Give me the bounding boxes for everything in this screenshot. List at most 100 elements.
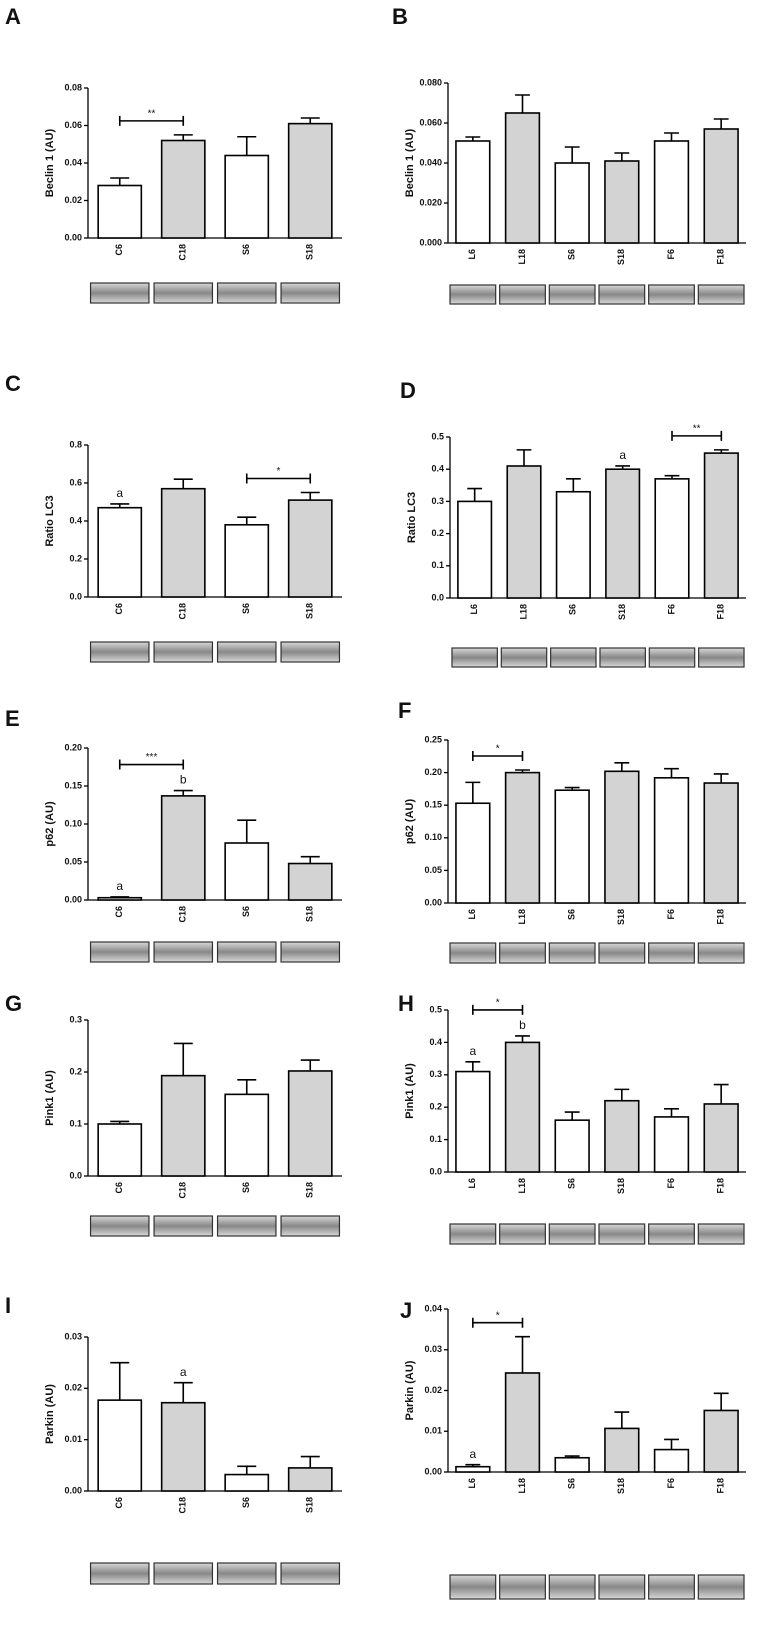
error-bar xyxy=(237,819,257,843)
x-tick-label: S18 xyxy=(305,603,315,619)
y-axis-label: p62 (AU) xyxy=(44,801,56,847)
bar xyxy=(604,1099,640,1173)
x-tick-label: F18 xyxy=(716,1178,726,1194)
significance-letter: a xyxy=(116,486,123,500)
x-tick-label: S6 xyxy=(567,249,577,260)
y-tick-label: 0.2 xyxy=(69,553,82,563)
bar xyxy=(506,465,542,599)
error-bar xyxy=(615,465,631,470)
significance-bracket xyxy=(472,1004,524,1015)
x-tick-label: F6 xyxy=(666,249,676,260)
y-axis-label: Beclin 1 (AU) xyxy=(404,128,416,197)
significance-bracket xyxy=(245,473,312,484)
error-bar xyxy=(110,503,130,508)
x-tick-label: L18 xyxy=(517,909,527,925)
x-tick-label: C6 xyxy=(114,1182,124,1194)
x-tick-label: F6 xyxy=(666,604,676,615)
blot-strip xyxy=(648,647,696,668)
error-bar xyxy=(713,118,729,129)
x-tick-label: C6 xyxy=(114,603,124,615)
error-bar xyxy=(173,478,193,489)
error-bar xyxy=(614,1411,630,1429)
blot-strip xyxy=(449,1574,497,1600)
blot-strip xyxy=(550,647,597,668)
y-tick-label: 0.05 xyxy=(64,856,82,866)
error-bar xyxy=(300,1455,320,1468)
significance-label: ** xyxy=(693,424,701,435)
error-bar xyxy=(110,1361,130,1401)
bar xyxy=(554,1119,590,1173)
x-tick-label: L6 xyxy=(467,1178,477,1189)
x-tick-label: S18 xyxy=(305,906,315,922)
significance-label: ** xyxy=(148,109,156,120)
blot-strip xyxy=(499,1574,546,1600)
blot-strip xyxy=(548,284,596,305)
blot-strip xyxy=(697,1574,745,1600)
blot-strip xyxy=(499,942,546,964)
error-bar xyxy=(664,1438,679,1450)
significance-bracket xyxy=(671,430,723,441)
x-tick-label: L6 xyxy=(467,1478,477,1489)
significance-label: * xyxy=(496,744,500,755)
error-bar xyxy=(300,117,320,124)
x-tick-label: S18 xyxy=(616,1178,626,1194)
error-bar xyxy=(300,491,320,501)
bar xyxy=(224,523,270,598)
y-tick-label: 0.03 xyxy=(424,1344,442,1354)
significance-bracket xyxy=(472,750,524,761)
x-tick-label: S6 xyxy=(567,909,577,920)
panel-label: G xyxy=(5,991,22,1016)
blot-strip xyxy=(89,282,150,304)
error-bar xyxy=(237,1465,257,1475)
error-bar xyxy=(237,516,257,525)
y-tick-label: 0.01 xyxy=(64,1434,82,1444)
x-tick-label: F6 xyxy=(666,909,676,920)
blot-strip xyxy=(648,942,695,964)
error-bar xyxy=(515,94,530,113)
significance-label: *** xyxy=(146,752,158,763)
blot-strip xyxy=(548,1574,596,1600)
bar xyxy=(455,140,491,244)
bar xyxy=(504,1372,541,1473)
error-bar xyxy=(565,478,581,492)
x-tick-label: L18 xyxy=(517,249,527,265)
x-tick-label: C18 xyxy=(178,906,188,923)
bar xyxy=(97,896,143,901)
bar xyxy=(504,112,541,244)
y-tick-label: 0.15 xyxy=(424,800,442,810)
bar xyxy=(605,468,641,599)
bar xyxy=(160,1074,206,1177)
y-tick-label: 0.25 xyxy=(424,734,442,744)
x-tick-label: S18 xyxy=(616,1478,626,1494)
error-bar xyxy=(515,1035,530,1043)
y-axis-label: Beclin 1 (AU) xyxy=(44,128,56,197)
error-bar xyxy=(713,449,729,454)
y-tick-label: 0.00 xyxy=(424,897,442,907)
error-bar xyxy=(713,1392,729,1411)
blot-strip xyxy=(697,284,745,305)
blot-strip xyxy=(697,1223,745,1245)
error-bar xyxy=(516,449,532,466)
error-bar xyxy=(467,487,483,502)
error-bar xyxy=(110,177,130,186)
bar xyxy=(455,1465,491,1473)
error-bar xyxy=(664,1108,679,1117)
y-tick-label: 0.08 xyxy=(64,82,82,92)
error-bar xyxy=(465,1463,481,1467)
blot-strip xyxy=(216,1215,277,1237)
error-bar xyxy=(515,769,530,773)
error-bar xyxy=(173,134,193,141)
bar xyxy=(604,1427,640,1473)
blot-strip xyxy=(449,1223,497,1245)
x-tick-label: S6 xyxy=(567,1178,577,1189)
error-bar xyxy=(664,474,680,479)
blot-strip xyxy=(280,941,341,963)
blot-strip xyxy=(153,941,214,963)
error-bar xyxy=(300,1059,320,1071)
x-tick-label: S6 xyxy=(241,1497,251,1508)
blot-strip xyxy=(216,641,277,663)
bar xyxy=(554,1456,590,1473)
y-tick-label: 0.03 xyxy=(64,1331,82,1341)
bar xyxy=(97,1399,143,1492)
panel-label: F xyxy=(398,698,411,723)
